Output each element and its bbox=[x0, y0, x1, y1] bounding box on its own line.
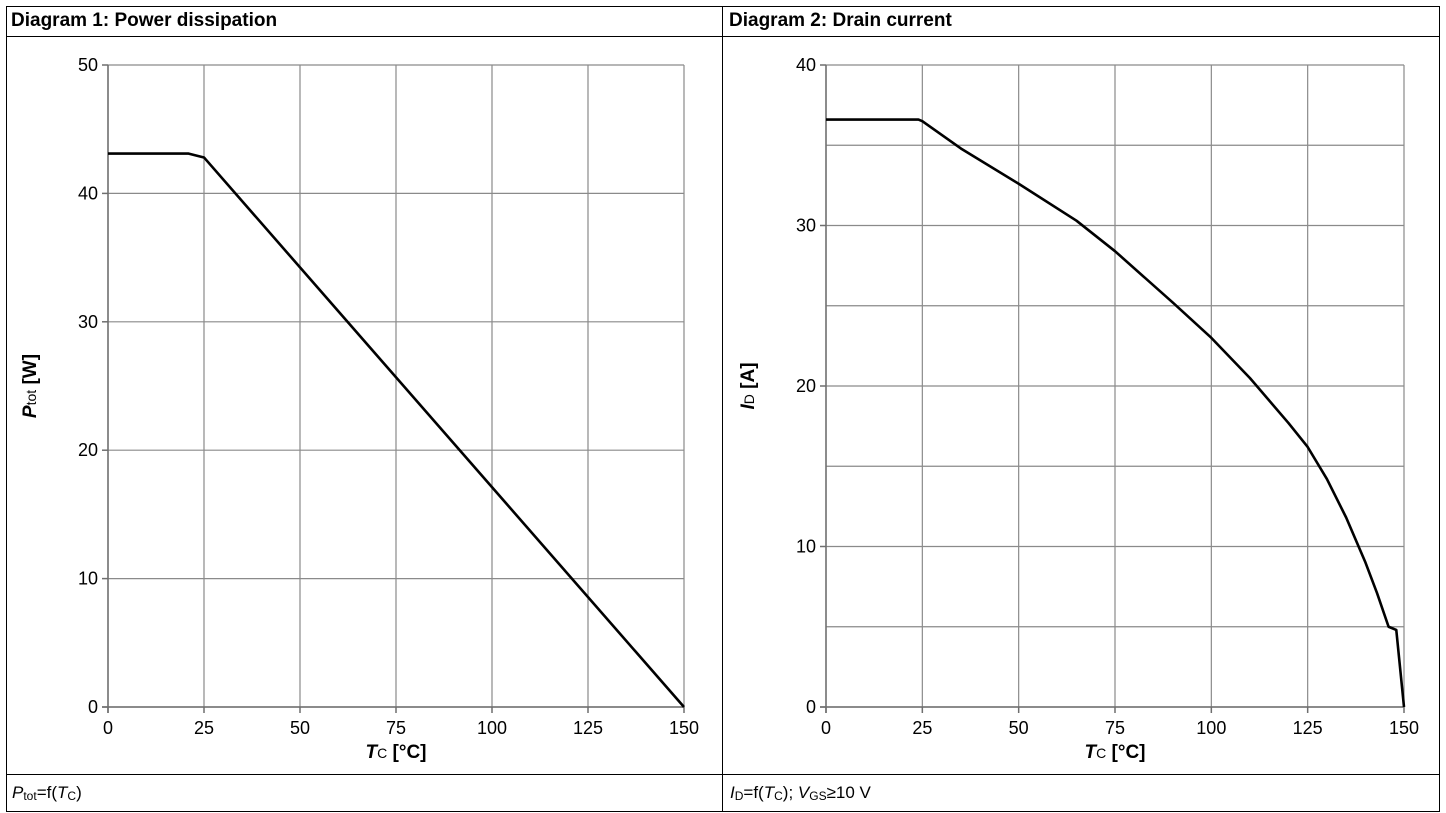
right-caption-mid: ); bbox=[782, 783, 798, 802]
x-tick-label: 0 bbox=[103, 718, 113, 738]
y-axis-label: Ptot [W] bbox=[20, 354, 41, 418]
y-tick-label: 30 bbox=[796, 216, 816, 236]
header-divider bbox=[6, 36, 1440, 37]
right-caption-arg-sub: C bbox=[774, 789, 783, 803]
x-tick-label: 100 bbox=[1196, 718, 1226, 738]
y-tick-label: 10 bbox=[78, 569, 98, 589]
power-dissipation-chart: 0 25 50 75 100 125 150 0 10 20 30 40 50 TC [°C] Ptot [… bbox=[20, 55, 699, 763]
data-series-line bbox=[108, 152, 685, 708]
y-tick-label: 30 bbox=[78, 312, 98, 332]
left-chart-title: Diagram 1: Power dissipation bbox=[11, 10, 278, 31]
left-caption-arg-sub: C bbox=[67, 789, 77, 803]
x-tick-label: 25 bbox=[912, 718, 932, 738]
y-tick-label: 40 bbox=[796, 55, 816, 75]
right-chart-title: Diagram 2: Drain current bbox=[729, 10, 952, 31]
column-divider bbox=[722, 6, 723, 812]
x-axis-label: TC [°C] bbox=[1085, 742, 1146, 763]
right-caption: ID=f(TC); VGS≥10 V bbox=[730, 782, 871, 807]
x-tick-label: 125 bbox=[1293, 718, 1323, 738]
x-tick-label: 0 bbox=[821, 718, 831, 738]
y-tick-label: 0 bbox=[806, 697, 816, 717]
x-tick-label: 150 bbox=[669, 718, 699, 738]
left-caption-tail: ) bbox=[76, 783, 82, 802]
footer-divider bbox=[6, 774, 1440, 775]
x-tick-label: 125 bbox=[573, 718, 603, 738]
x-tick-label: 50 bbox=[1009, 718, 1029, 738]
x-tick-label: 150 bbox=[1389, 718, 1419, 738]
right-caption-symbol: I bbox=[730, 783, 735, 802]
right-caption-arg: T bbox=[763, 783, 775, 802]
y-tick-label: 40 bbox=[78, 183, 98, 203]
x-tick-label: 100 bbox=[477, 718, 507, 738]
x-tick-label: 25 bbox=[194, 718, 214, 738]
left-caption-symbol: P bbox=[12, 783, 24, 802]
table-frame bbox=[6, 6, 1440, 812]
x-axis-label: TC [°C] bbox=[366, 742, 427, 763]
right-caption-symbol-sub: D bbox=[734, 789, 744, 803]
x-tick-label: 50 bbox=[290, 718, 310, 738]
drain-current-chart: 0 25 50 75 100 125 150 0 10 20 30 40 TC [°C] ID [A] bbox=[738, 55, 1419, 763]
left-caption-arg: T bbox=[57, 783, 68, 802]
x-tick-label: 75 bbox=[386, 718, 406, 738]
y-tick-label: 0 bbox=[88, 697, 98, 717]
y-tick-label: 10 bbox=[796, 537, 816, 557]
data-series-line bbox=[826, 118, 1406, 708]
x-tick-label: 75 bbox=[1105, 718, 1125, 738]
left-caption: Ptot=f(TC) bbox=[12, 782, 82, 807]
right-caption-cond: V bbox=[797, 783, 810, 802]
y-tick-label: 20 bbox=[78, 440, 98, 460]
y-axis-label: ID [A] bbox=[738, 362, 759, 409]
y-tick-label: 50 bbox=[78, 55, 98, 75]
right-caption-cond-sub: GS bbox=[809, 789, 827, 803]
y-tick-label: 20 bbox=[796, 376, 816, 396]
right-caption-cond-tail: ≥10 V bbox=[826, 783, 871, 802]
right-caption-eq: =f( bbox=[743, 783, 764, 802]
left-caption-eq: =f( bbox=[36, 783, 57, 802]
left-caption-symbol-sub: tot bbox=[23, 789, 37, 803]
